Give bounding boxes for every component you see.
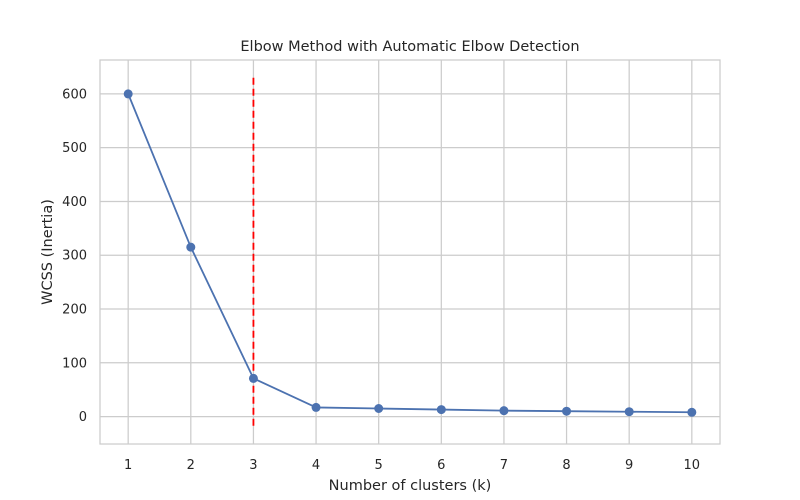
x-tick-label: 9	[625, 458, 633, 473]
y-tick-label: 300	[62, 249, 87, 264]
y-tick-label: 500	[62, 141, 87, 156]
x-tick-label: 8	[562, 458, 570, 473]
y-tick-label: 0	[79, 410, 87, 425]
y-tick-labels: 0 100 200 300 400 500 600	[62, 87, 87, 425]
x-tick-label: 1	[124, 458, 132, 473]
data-point	[311, 402, 321, 412]
x-axis-label: Number of clusters (k)	[329, 478, 492, 494]
chart-title: Elbow Method with Automatic Elbow Detect…	[240, 39, 579, 55]
data-point	[499, 406, 509, 416]
data-point	[123, 89, 133, 99]
y-tick-label: 200	[62, 303, 87, 318]
y-tick-label: 400	[62, 195, 87, 210]
y-tick-label: 600	[62, 87, 87, 102]
series-line	[127, 93, 692, 414]
x-tick-label: 2	[187, 458, 195, 473]
x-tick-labels: 1 2 3 4 5 6 7 8 9 10	[124, 458, 700, 473]
plot-area	[100, 60, 720, 444]
data-point	[374, 404, 384, 414]
x-tick-label: 3	[249, 458, 257, 473]
data-point	[248, 373, 258, 383]
x-tick-label: 5	[375, 458, 383, 473]
data-point	[186, 242, 196, 252]
data-point	[562, 406, 572, 416]
x-tick-label: 6	[437, 458, 445, 473]
series-layer	[123, 89, 697, 417]
y-axis-label: WCSS (Inertia)	[40, 199, 56, 305]
x-tick-label: 4	[312, 458, 320, 473]
data-point	[436, 405, 446, 415]
plot-frame	[99, 59, 721, 445]
y-tick-label: 100	[62, 356, 87, 371]
data-point	[624, 407, 634, 417]
x-tick-label: 7	[500, 458, 508, 473]
x-tick-label: 10	[684, 458, 701, 473]
data-point	[687, 407, 697, 417]
